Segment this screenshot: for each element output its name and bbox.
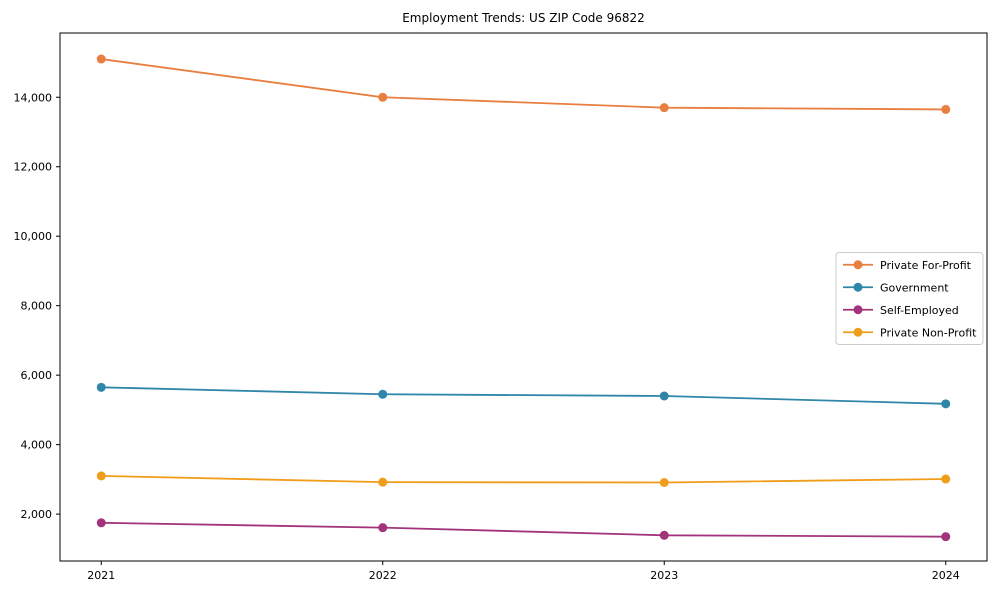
data-point-government-2021 [96,382,106,392]
data-point-private-for-profit-2024 [941,104,951,114]
legend-label-self-employed: Self-Employed [880,304,959,317]
x-axis-tick-label: 2022 [369,569,397,582]
chart-title: Employment Trends: US ZIP Code 96822 [402,11,645,25]
legend-marker-private-for-profit [853,260,863,270]
series-line-private-for-profit [100,58,947,111]
y-axis-tick-label: 6,000 [21,369,53,382]
y-axis-tick-label: 12,000 [14,161,53,174]
legend [835,252,984,345]
y-axis-tick-label: 14,000 [14,91,53,104]
data-point-private-non-profit-2022 [378,477,388,487]
data-point-government-2024 [941,399,951,409]
data-point-private-non-profit-2023 [659,477,669,487]
data-point-private-for-profit-2021 [96,54,106,64]
plot-area [59,32,988,562]
y-axis-tick-label: 8,000 [21,300,53,313]
data-point-private-for-profit-2023 [659,103,669,113]
x-axis-tick-label: 2021 [87,569,115,582]
series-line-private-non-profit [100,474,947,484]
data-point-private-non-profit-2024 [941,474,951,484]
data-point-self-employed-2021 [96,518,106,528]
y-axis-tick-label: 2,000 [21,508,53,521]
data-point-private-for-profit-2022 [378,92,388,102]
legend-label-private-for-profit: Private For-Profit [880,259,972,272]
y-axis-tick-label: 10,000 [14,230,53,243]
data-point-government-2023 [659,391,669,401]
y-axis-tick-label: 4,000 [21,439,53,452]
data-point-private-non-profit-2021 [96,471,106,481]
x-axis-tick-label: 2024 [932,569,960,582]
legend-label-government: Government [880,281,949,294]
series-line-government [100,386,947,405]
data-point-self-employed-2023 [659,530,669,540]
data-point-self-employed-2024 [941,532,951,542]
data-point-government-2022 [378,389,388,399]
data-point-self-employed-2022 [378,523,388,533]
legend-marker-government [853,282,863,292]
legend-marker-self-employed [853,305,863,315]
legend-label-private-non-profit: Private Non-Profit [880,326,977,339]
series-line-self-employed [100,521,947,538]
legend-marker-private-non-profit [853,327,863,337]
x-axis-tick-label: 2023 [650,569,678,582]
